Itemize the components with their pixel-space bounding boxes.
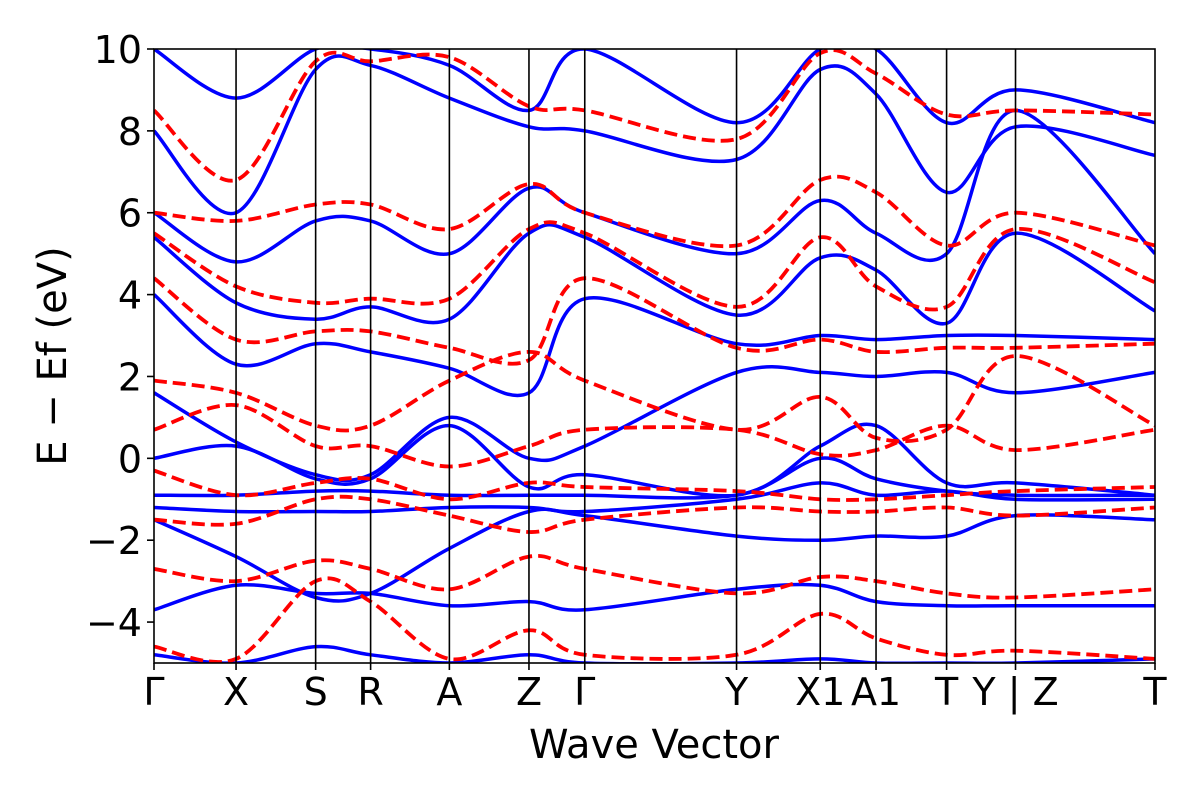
dashed-band-line-5 (154, 350, 1155, 444)
x-tick-label: T (1142, 670, 1167, 714)
x-tick-label: S (304, 670, 328, 714)
x-tick-label: Y (724, 670, 749, 714)
y-tick-label: −2 (86, 519, 142, 563)
x-axis-label: Wave Vector (529, 722, 780, 768)
x-tick-label: Y | Z (971, 670, 1058, 715)
y-tick-label: 4 (118, 274, 142, 318)
y-tick-label: 0 (118, 437, 142, 481)
solid-band-line-10 (154, 54, 1155, 216)
x-tick-label: A1 (851, 670, 901, 714)
bands-layer (154, 49, 1155, 663)
y-tick-label: −4 (86, 601, 142, 645)
solid-band-line-7 (154, 293, 1155, 398)
dashed-band-line-2 (154, 494, 1155, 534)
x-tick-label: R (357, 670, 383, 714)
dashed-band-line-7 (154, 220, 1155, 312)
y-tick-label: 10 (94, 28, 142, 72)
solid-band-line-11 (154, 49, 1155, 126)
solid-band-line-0 (154, 644, 1155, 663)
dashed-band-line-1 (154, 554, 1155, 600)
high-symmetry-lines (235, 49, 1017, 663)
x-tick-label: Γ (574, 670, 595, 714)
x-tick-label: T (934, 670, 959, 714)
solid-band-line-9 (154, 108, 1155, 264)
y-axis-label: E − Ef (eV) (30, 246, 76, 465)
x-tick-label: Γ (143, 670, 164, 714)
dashed-band-line-3 (154, 468, 1155, 502)
plot-frame (153, 48, 1156, 664)
dashed-band-line-6 (154, 276, 1155, 366)
x-tick-label: Z (516, 670, 542, 714)
y-tick-label: 2 (118, 355, 142, 399)
y-ticks: −4 −2 0 2 4 6 8 10 (86, 28, 154, 645)
x-tick-label: X (223, 670, 249, 714)
y-tick-label: 8 (118, 110, 142, 154)
solid-band-line-8 (154, 223, 1155, 326)
x-tick-label: A (436, 670, 462, 714)
x-tick-label: X1 (795, 670, 845, 714)
dashed-band-line-4 (154, 403, 1155, 469)
y-tick-label: 6 (118, 192, 142, 236)
